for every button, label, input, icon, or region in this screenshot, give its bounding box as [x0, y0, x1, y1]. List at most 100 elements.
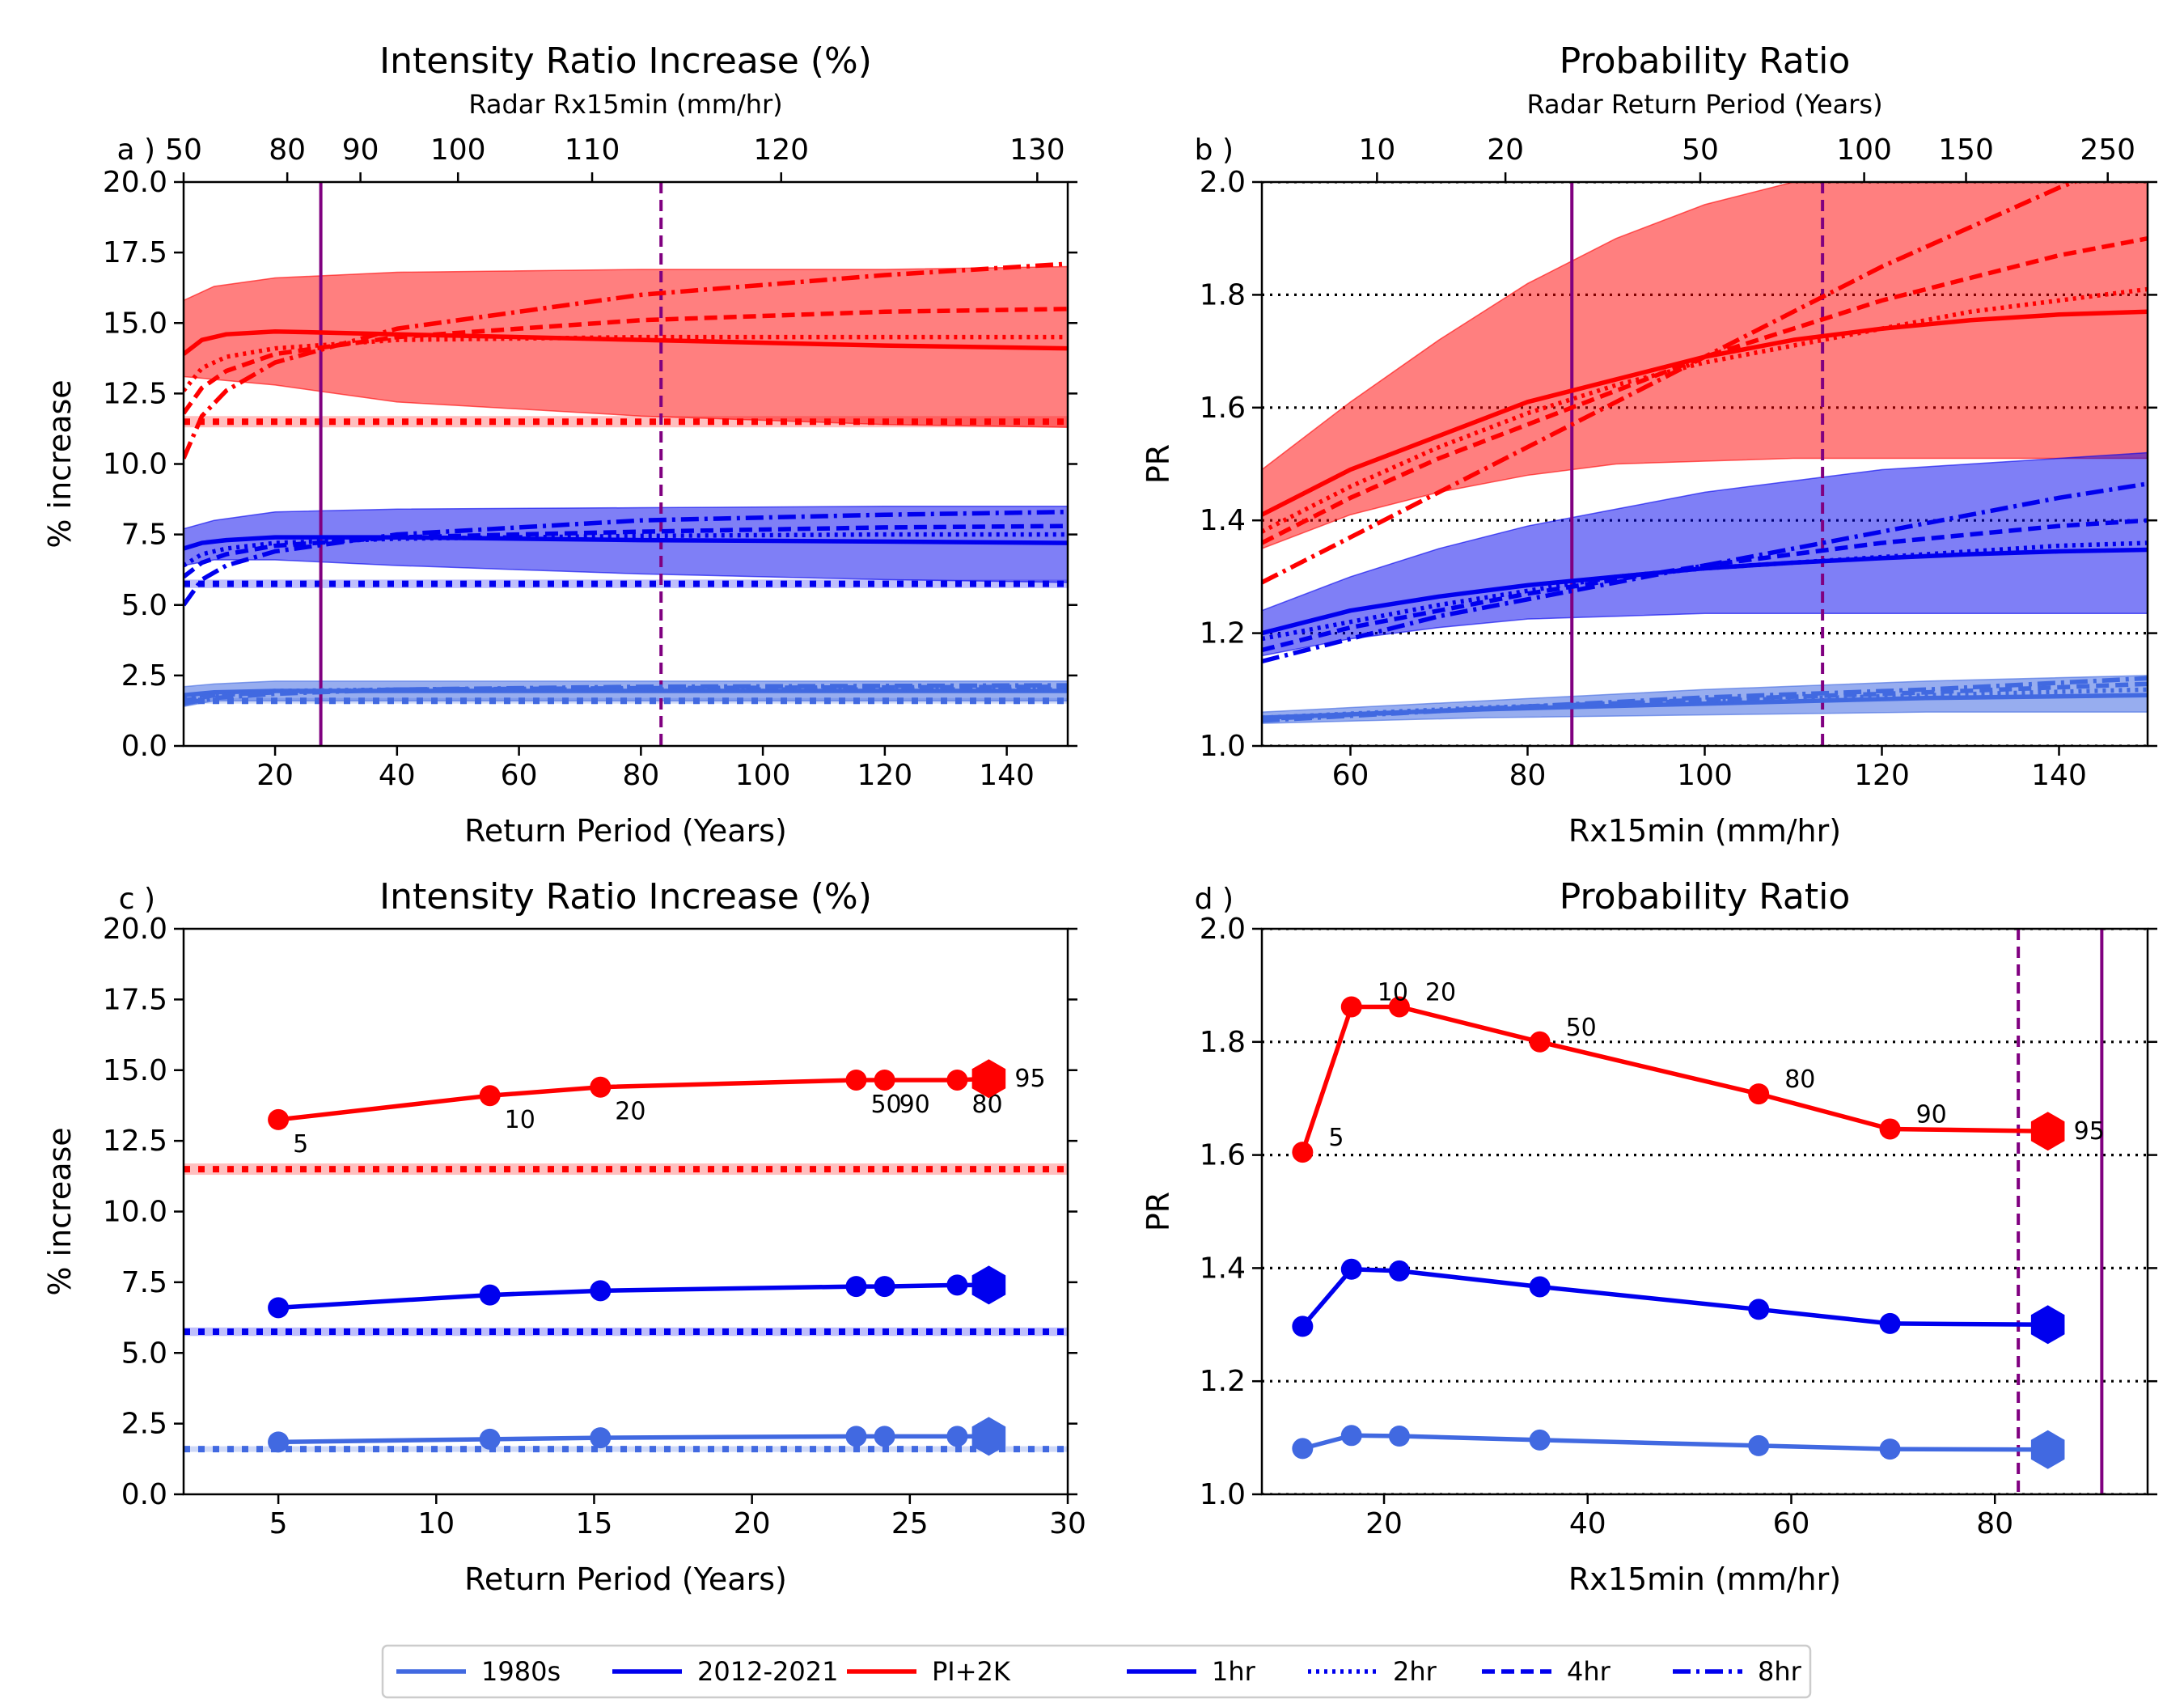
- legend-item-label: 4hr: [1567, 1656, 1611, 1687]
- data-point: [590, 1076, 612, 1098]
- x-tick-label: 15: [576, 1507, 613, 1540]
- panel-b: 60 80 100 120 140 1.0 1.2 1.4 1.6 1.8 2.0 10 20 50 100…: [1141, 40, 2157, 849]
- x-tick-label: 30: [1049, 1507, 1086, 1540]
- x-tick-label: 100: [1677, 759, 1733, 792]
- x-tick-label: 5: [269, 1507, 288, 1540]
- top-tick-label: 100: [1836, 133, 1892, 167]
- data-point: [1529, 1031, 1551, 1053]
- axes-frame: [182, 180, 1069, 748]
- y-tick-label: 17.5: [103, 983, 167, 1016]
- return-period-label: 90: [1916, 1100, 1947, 1129]
- y-axis-label: % increase: [42, 379, 78, 548]
- y-tick-label: 1.4: [1200, 504, 1246, 537]
- panel-label: b ): [1195, 133, 1234, 167]
- series-line-1980s: [278, 1434, 958, 1445]
- data-point: [874, 1276, 895, 1298]
- top-tick-label: 150: [1938, 133, 1994, 167]
- legend-item-label: 1hr: [1212, 1656, 1256, 1687]
- x-tick-label: 100: [735, 759, 791, 792]
- series-line-20122021: [277, 1282, 958, 1311]
- data-point: [1529, 1276, 1551, 1298]
- data-point: [268, 1108, 290, 1130]
- plot-area: [1262, 182, 2148, 746]
- top-tick-label: 50: [1682, 133, 1719, 167]
- top-tick-label: 10: [1358, 133, 1395, 167]
- data-point: [479, 1085, 501, 1107]
- x-tick-label: 140: [979, 759, 1035, 792]
- legend: 1980s 2012-2021 PI+2K 1hr 2hr 4hr 8hr: [381, 1644, 1812, 1699]
- top-tick-label: 100: [430, 133, 486, 167]
- return-period-label: 95: [2074, 1117, 2105, 1146]
- data-point: [1748, 1434, 1770, 1456]
- y-tick-label: 1.2: [1200, 617, 1246, 650]
- y-tick-label: 2.5: [121, 659, 167, 693]
- data-point: [1388, 996, 1410, 1018]
- panel-label: a ): [116, 133, 155, 167]
- series-line-pi2k-4hr: [184, 307, 1068, 415]
- data-point: [845, 1276, 867, 1298]
- x-tick-label: 80: [1976, 1507, 2013, 1540]
- data-point: [1388, 1260, 1410, 1282]
- series-line-20122021-1hr: [184, 535, 1068, 551]
- y-tick-label: 15.0: [103, 1054, 167, 1087]
- chart-title: Probability Ratio: [1560, 876, 1851, 917]
- axes-frame: [182, 927, 1069, 1496]
- series-line-extension: [1890, 1447, 2048, 1452]
- chart-title: Probability Ratio: [1560, 40, 1851, 82]
- data-point: [1340, 996, 1362, 1018]
- hexagon-marker-95: [971, 1265, 1006, 1305]
- return-period-label: 95: [1014, 1065, 1045, 1093]
- legend-item-label: 8hr: [1758, 1656, 1802, 1687]
- y-tick-label: 1.0: [1200, 1478, 1246, 1511]
- x-tick-label: 10: [417, 1507, 455, 1540]
- series-line-pi2k: [1300, 1004, 1891, 1153]
- x-tick-label: 25: [891, 1507, 929, 1540]
- series-line-20122021-1hr: [1262, 547, 2148, 636]
- y-tick-label: 1.6: [1200, 392, 1246, 425]
- return-period-label: 50: [870, 1091, 901, 1119]
- hexagon-marker-95: [2030, 1430, 2065, 1469]
- legend-item-label: 2012-2021: [697, 1656, 838, 1687]
- data-point: [590, 1280, 612, 1302]
- series-line-pi2k-2hr: [1262, 286, 2148, 534]
- hexagon-marker-95: [971, 1417, 1006, 1456]
- data-point: [1529, 1429, 1551, 1451]
- panel-a: 20 40 60 80 100 120 140 0.0 2.5 5.0 7.5 10.0 12.5 15.…: [42, 40, 1077, 849]
- data-point: [1748, 1083, 1770, 1105]
- series-line-pi2k-8hr: [1262, 182, 2080, 585]
- y-tick-label: 0.0: [121, 1478, 167, 1511]
- y-tick-label: 1.2: [1200, 1365, 1246, 1398]
- data-point: [874, 1069, 895, 1091]
- series-line-pi2k-8hr: [184, 261, 1068, 460]
- data-point: [1879, 1312, 1901, 1334]
- uncertainty-band-1980s: [1262, 675, 2148, 724]
- y-tick-label: 0.0: [121, 730, 167, 763]
- x-tick-label: 40: [1569, 1507, 1606, 1540]
- return-period-label: 50: [1566, 1014, 1597, 1042]
- x-tick-label: 40: [379, 759, 416, 792]
- data-point: [1292, 1438, 1314, 1460]
- legend-frame: [381, 1644, 1812, 1699]
- uncertainty-band-pi2k: [1262, 182, 2148, 549]
- x-tick-label: 20: [734, 1507, 771, 1540]
- y-tick-label: 1.8: [1200, 278, 1246, 311]
- top-tick-label: 250: [2080, 133, 2135, 167]
- data-point: [479, 1428, 501, 1450]
- uncertainty-band-pi2k: [184, 265, 1068, 428]
- x-tick-label: 120: [857, 759, 913, 792]
- x-axis-label: Rx15min (mm/hr): [1568, 813, 1841, 849]
- series-line-pi2k-4hr: [1262, 235, 2148, 545]
- series-line-pi2k-1hr: [184, 328, 1068, 356]
- top-tick-label: 80: [269, 133, 306, 167]
- series-line-20122021-2hr: [1262, 540, 2148, 642]
- y-tick-label: 1.4: [1200, 1252, 1246, 1285]
- series-line-20122021: [1301, 1267, 1890, 1328]
- y-tick-label: 10.0: [103, 448, 167, 481]
- hexagon-marker-95: [2030, 1305, 2065, 1345]
- return-period-label: 20: [1425, 978, 1456, 1006]
- hexagon-marker-95: [971, 1059, 1006, 1099]
- data-point: [845, 1426, 867, 1447]
- return-period-label: 80: [1784, 1066, 1815, 1094]
- y-axis-label: % increase: [42, 1127, 78, 1295]
